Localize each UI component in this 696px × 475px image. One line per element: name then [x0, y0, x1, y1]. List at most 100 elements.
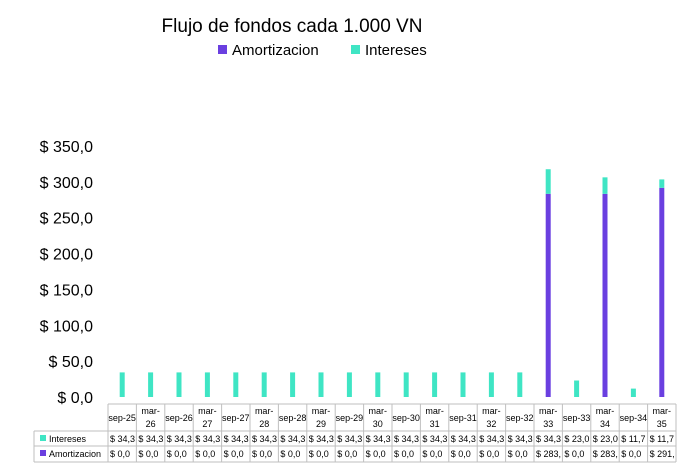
x-tick-label: 32	[486, 419, 496, 429]
table-cell: $ 34,3	[394, 434, 419, 444]
table-cell: $ 283,	[593, 449, 618, 459]
bar-intereses	[517, 372, 523, 397]
table-cell: $ 34,3	[366, 434, 391, 444]
x-tick-label: 31	[430, 419, 440, 429]
table-cell: $ 11,7	[621, 434, 645, 444]
table-row-label-intereses: Intereses	[49, 434, 87, 444]
table-cell: $ 0,0	[366, 449, 386, 459]
table-cell: $ 291,	[650, 449, 675, 459]
table-cell: $ 0,0	[394, 449, 414, 459]
bar-intereses	[545, 169, 551, 194]
table-cell: $ 0,0	[621, 449, 641, 459]
table-cell: $ 34,3	[536, 434, 561, 444]
bar-intereses	[630, 388, 636, 397]
x-tick-label: sep-29	[336, 413, 364, 423]
bar-intereses	[432, 372, 438, 397]
x-tick-label: mar-	[539, 406, 558, 416]
bar-intereses	[290, 372, 296, 397]
x-tick-label: 28	[259, 419, 269, 429]
table-cell: $ 34,3	[451, 434, 476, 444]
table-cell: $ 0,0	[252, 449, 272, 459]
x-tick-label: mar-	[596, 406, 615, 416]
bar-intereses	[659, 179, 665, 188]
x-tick-label: mar-	[198, 406, 217, 416]
x-tick-label: mar-	[369, 406, 388, 416]
legend-swatch-amortizacion	[218, 45, 227, 54]
y-axis: $ 0,0 $ 50,0 $ 100,0 $ 150,0 $ 200,0 $ 250,0 $…	[40, 139, 93, 407]
bar-intereses	[261, 372, 267, 397]
table-cell: $ 0,0	[451, 449, 471, 459]
bar-intereses	[488, 372, 494, 397]
x-tick-label: mar-	[425, 406, 444, 416]
legend-swatch-intereses	[351, 45, 360, 54]
table-cell: $ 11,7	[650, 434, 674, 444]
bar-amortizacion	[545, 193, 551, 397]
bar-intereses	[176, 372, 182, 397]
table-cell: $ 34,3	[309, 434, 334, 444]
bar-intereses	[460, 372, 466, 397]
table-cell: $ 0,0	[280, 449, 300, 459]
x-tick-label: sep-34	[620, 413, 648, 423]
table-cell: $ 34,3	[138, 434, 163, 444]
x-tick-label: 35	[657, 419, 667, 429]
table-row-label-amortizacion: Amortizacion	[49, 449, 101, 459]
table-legend-key-amortizacion	[40, 450, 46, 456]
table-cell: $ 34,3	[422, 434, 447, 444]
table-cell: $ 34,3	[195, 434, 220, 444]
table-cell: $ 283,	[536, 449, 561, 459]
table-cell: $ 23,0	[593, 434, 618, 444]
y-tick-label: $ 0,0	[57, 390, 93, 407]
table-cell: $ 23,0	[564, 434, 589, 444]
bar-intereses	[403, 372, 409, 397]
bar-intereses	[574, 380, 580, 397]
bars	[119, 169, 665, 397]
table-cell: $ 0,0	[479, 449, 499, 459]
x-tick-label: sep-33	[563, 413, 591, 423]
bar-amortizacion	[659, 187, 665, 397]
table-cell: $ 0,0	[195, 449, 215, 459]
table-cell: $ 0,0	[564, 449, 584, 459]
x-tick-label: mar-	[255, 406, 274, 416]
x-tick-label: sep-25	[108, 413, 136, 423]
table-cell: $ 34,3	[280, 434, 305, 444]
x-tick-label: 33	[543, 419, 553, 429]
x-tick-label: mar-	[653, 406, 672, 416]
x-tick-label: 34	[600, 419, 610, 429]
x-tick-label: sep-28	[279, 413, 307, 423]
table-cell: $ 34,3	[508, 434, 533, 444]
x-tick-label: sep-30	[392, 413, 420, 423]
x-tick-label: 30	[373, 419, 383, 429]
y-tick-label: $ 150,0	[40, 282, 93, 299]
y-tick-label: $ 350,0	[40, 139, 93, 156]
table-cell: $ 0,0	[167, 449, 187, 459]
x-tick-label: 27	[202, 419, 212, 429]
table-cell: $ 34,3	[110, 434, 135, 444]
legend: Amortizacion Intereses	[218, 42, 427, 59]
y-tick-label: $ 100,0	[40, 318, 93, 335]
x-tick-label: mar-	[312, 406, 331, 416]
bar-intereses	[148, 372, 154, 397]
table-cell: $ 0,0	[309, 449, 329, 459]
x-tick-label: sep-27	[222, 413, 250, 423]
table-cell: $ 0,0	[224, 449, 244, 459]
bar-amortizacion	[602, 193, 608, 397]
x-tick-label: sep-31	[449, 413, 477, 423]
bar-intereses	[346, 372, 352, 397]
chart-title: Flujo de fondos cada 1.000 VN	[162, 16, 423, 37]
bar-intereses	[318, 372, 324, 397]
legend-label-intereses: Intereses	[365, 42, 427, 59]
data-table: sep-25 mar- 26 sep-26 mar- 27 sep-27 mar- 28 sep-…	[33, 403, 677, 463]
table-cell: $ 34,3	[224, 434, 249, 444]
table-cell: $ 34,3	[252, 434, 277, 444]
bar-intereses	[375, 372, 381, 397]
x-tick-label: mar-	[141, 406, 160, 416]
x-tick-label: 26	[146, 419, 156, 429]
y-tick-label: $ 50,0	[49, 354, 94, 371]
bar-intereses	[602, 177, 608, 194]
y-tick-label: $ 250,0	[40, 211, 93, 228]
bar-intereses	[119, 372, 125, 397]
y-tick-label: $ 300,0	[40, 175, 93, 192]
table-cell: $ 0,0	[138, 449, 158, 459]
bar-intereses	[204, 372, 210, 397]
